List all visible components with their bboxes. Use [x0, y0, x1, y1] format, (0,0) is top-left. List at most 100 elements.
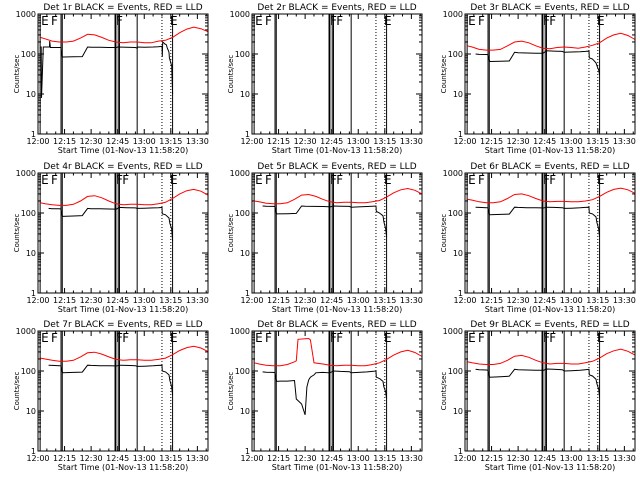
x-axis-label: Start Time (01-Nov-13 11:58:20) [485, 146, 615, 155]
series-events [475, 368, 601, 398]
x-tick-label: 13:00 [560, 137, 583, 146]
x-tick-label: 12:00 [240, 454, 263, 463]
y-tick-label: 1 [245, 447, 250, 456]
flag-marker-f: F [478, 331, 485, 345]
y-tick-label: 1 [458, 447, 463, 456]
x-tick-label: 13:00 [347, 137, 370, 146]
x-tick-label: 13:15 [373, 137, 396, 146]
flag-marker-f: F [265, 173, 272, 187]
x-tick-label: 12:30 [294, 454, 317, 463]
flag-marker-f: F [336, 331, 343, 345]
plot-frame [464, 330, 636, 452]
panel-3: Det 3r BLACK = Events, RED = LLD 1 10 100 10… [440, 3, 636, 155]
y-tick-label: 1 [31, 289, 36, 298]
panel-title: Det 1r BLACK = Events, RED = LLD [43, 3, 202, 13]
flag-marker-f: F [122, 173, 129, 187]
panel-9: Det 9r BLACK = Events, RED = LLD 1 10 100 10… [440, 320, 636, 472]
x-tick-label: 12:45 [320, 296, 343, 305]
flag-marker-f: F [330, 14, 337, 28]
y-tick-label: 1000 [230, 169, 250, 178]
y-tick-label: 10 [26, 249, 36, 258]
x-tick-label: 13:30 [400, 137, 423, 146]
x-tick-label: 12:45 [106, 137, 129, 146]
flag-marker-e: E [597, 14, 605, 28]
y-axis-label: Counts/sec [440, 214, 448, 253]
series-lld [467, 348, 636, 365]
panel-5: Det 5r BLACK = Events, RED = LLD 1 10 100 10… [227, 162, 423, 314]
x-axis-label: Start Time (01-Nov-13 11:58:20) [58, 463, 188, 472]
x-tick-label: 12:30 [507, 137, 530, 146]
y-tick-label: 100 [21, 209, 36, 218]
series-events [48, 206, 174, 242]
y-tick-label: 10 [240, 407, 250, 416]
flag-marker-f: F [330, 173, 337, 187]
x-axis-label: Start Time (01-Nov-13 11:58:20) [272, 146, 402, 155]
flag-marker-f: F [549, 14, 556, 28]
x-tick-label: 13:00 [347, 454, 370, 463]
x-tick-label: 12:45 [533, 454, 556, 463]
plot-frame [251, 172, 423, 294]
x-tick-label: 12:00 [453, 137, 476, 146]
y-tick-label: 10 [453, 249, 463, 258]
flag-marker-f: F [549, 331, 556, 345]
y-tick-label: 10 [240, 249, 250, 258]
y-axis-label: Counts/sec [227, 55, 235, 94]
panel-8: Det 8r BLACK = Events, RED = LLD 1 10 100 10… [227, 320, 423, 472]
flag-marker-e: E [468, 331, 476, 345]
panel-title: Det 6r BLACK = Events, RED = LLD [470, 162, 629, 172]
flag-marker-e: E [41, 14, 49, 28]
x-tick-label: 13:15 [586, 296, 609, 305]
x-tick-label: 13:00 [347, 296, 370, 305]
flag-marker-e: E [41, 331, 49, 345]
flag-marker-f: F [265, 14, 272, 28]
series-events [262, 370, 388, 416]
flag-marker-f: F [265, 331, 272, 345]
y-tick-label: 10 [26, 90, 36, 99]
flag-marker-f: F [478, 173, 485, 187]
panel-7: Det 7r BLACK = Events, RED = LLD 1 10 100 10… [13, 320, 209, 472]
x-axis-label: Start Time (01-Nov-13 11:58:20) [272, 305, 402, 314]
x-tick-label: 12:30 [507, 296, 530, 305]
plot-frame [251, 13, 423, 135]
x-tick-label: 13:30 [613, 296, 636, 305]
series-lld [40, 26, 209, 44]
x-tick-label: 12:45 [533, 296, 556, 305]
x-tick-label: 13:00 [133, 454, 156, 463]
y-tick-label: 1 [31, 130, 36, 139]
flag-marker-e: E [170, 173, 178, 187]
flag-marker-f: F [116, 173, 123, 187]
flag-marker-e: E [384, 331, 392, 345]
flag-marker-e: E [255, 331, 263, 345]
x-tick-label: 13:15 [373, 296, 396, 305]
flag-marker-f: F [116, 331, 123, 345]
x-axis-label: Start Time (01-Nov-13 11:58:20) [485, 463, 615, 472]
y-tick-label: 10 [240, 90, 250, 99]
flag-marker-f: F [549, 173, 556, 187]
y-tick-label: 100 [235, 50, 250, 59]
x-tick-label: 12:30 [80, 454, 103, 463]
y-tick-label: 100 [448, 209, 463, 218]
plot-frame [251, 330, 423, 452]
series-lld [467, 187, 636, 204]
x-tick-label: 12:30 [294, 137, 317, 146]
y-axis-label: Counts/sec [227, 372, 235, 411]
x-tick-label: 13:30 [400, 454, 423, 463]
flag-marker-e: E [255, 14, 263, 28]
plot-frame [37, 172, 209, 294]
panel-6: Det 6r BLACK = Events, RED = LLD 1 10 100 10… [440, 162, 636, 314]
series-lld [40, 188, 209, 206]
series-events [48, 364, 174, 396]
y-axis-label: Counts/sec [440, 372, 448, 411]
y-axis-label: Counts/sec [13, 55, 21, 94]
x-tick-label: 12:30 [80, 137, 103, 146]
y-tick-label: 1000 [16, 169, 36, 178]
x-tick-label: 12:15 [267, 137, 290, 146]
flag-marker-f: F [543, 331, 550, 345]
flag-marker-e: E [41, 173, 49, 187]
series-lld [40, 345, 209, 362]
x-tick-label: 13:30 [613, 454, 636, 463]
x-tick-label: 12:30 [294, 296, 317, 305]
flag-marker-f: F [478, 14, 485, 28]
